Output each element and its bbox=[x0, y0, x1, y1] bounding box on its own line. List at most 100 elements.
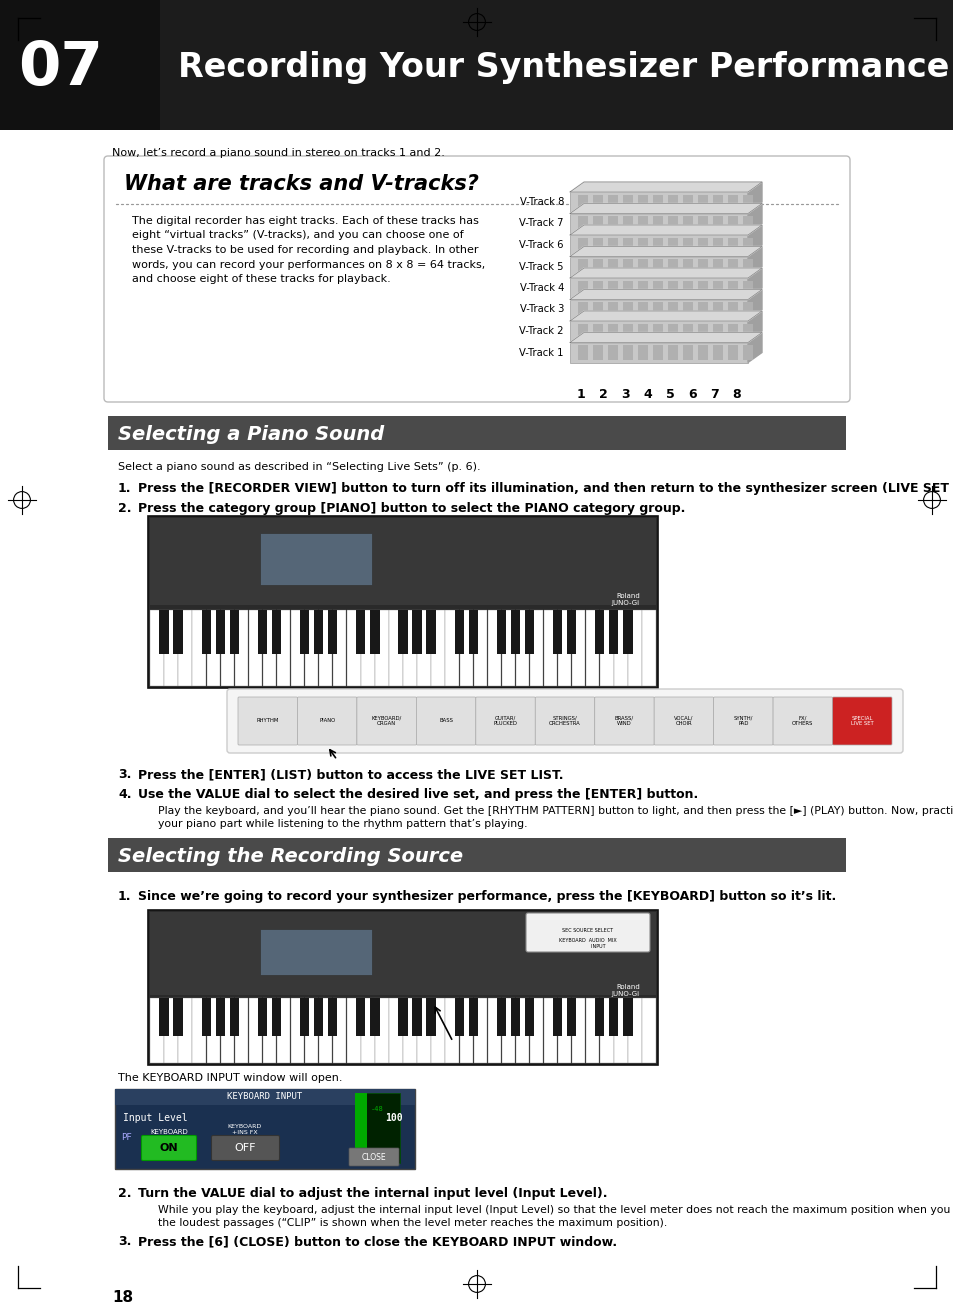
Bar bbox=[151, 998, 164, 1063]
Bar bbox=[426, 610, 436, 654]
Bar bbox=[516, 998, 529, 1063]
Bar bbox=[361, 998, 375, 1063]
Bar bbox=[599, 610, 613, 686]
Text: CLOSE: CLOSE bbox=[361, 1152, 386, 1161]
Bar bbox=[712, 238, 722, 252]
Bar bbox=[201, 998, 211, 1036]
Text: 1: 1 bbox=[577, 388, 585, 401]
Bar bbox=[553, 610, 561, 654]
Bar bbox=[0, 0, 953, 131]
Text: While you play the keyboard, adjust the internal input level (Input Level) so th: While you play the keyboard, adjust the … bbox=[158, 1205, 953, 1215]
Bar bbox=[638, 302, 647, 317]
Text: Play the keyboard, and you’ll hear the piano sound. Get the [RHYTHM PATTERN] but: Play the keyboard, and you’ll hear the p… bbox=[158, 806, 953, 816]
Bar bbox=[712, 345, 722, 360]
Bar bbox=[614, 610, 627, 686]
Bar bbox=[524, 610, 534, 654]
Bar bbox=[652, 215, 662, 231]
Bar bbox=[622, 195, 633, 209]
Bar bbox=[272, 998, 281, 1036]
Bar bbox=[375, 610, 388, 686]
Text: STRINGS/
ORCHESTRA: STRINGS/ ORCHESTRA bbox=[549, 716, 580, 726]
FancyBboxPatch shape bbox=[535, 697, 594, 744]
Bar bbox=[299, 998, 309, 1036]
Text: V-Track 1: V-Track 1 bbox=[519, 347, 563, 358]
Bar bbox=[652, 238, 662, 252]
Text: Turn the VALUE dial to adjust the internal input level (Input Level).: Turn the VALUE dial to adjust the intern… bbox=[138, 1187, 607, 1200]
Bar bbox=[262, 610, 276, 686]
FancyBboxPatch shape bbox=[297, 697, 356, 744]
Text: VOCAL/
CHOIR: VOCAL/ CHOIR bbox=[674, 716, 693, 726]
Bar bbox=[529, 610, 542, 686]
Bar bbox=[607, 345, 618, 360]
Bar bbox=[115, 1089, 415, 1169]
Text: and choose eight of these tracks for playback.: and choose eight of these tracks for pla… bbox=[132, 274, 391, 283]
Bar bbox=[347, 998, 360, 1063]
Text: 7: 7 bbox=[709, 388, 719, 401]
Text: SPECIAL
LIVE SET: SPECIAL LIVE SET bbox=[850, 716, 873, 726]
FancyBboxPatch shape bbox=[237, 697, 297, 744]
Bar bbox=[164, 610, 177, 686]
Bar bbox=[257, 610, 267, 654]
Text: FX/
OTHERS: FX/ OTHERS bbox=[791, 716, 813, 726]
Bar bbox=[607, 324, 618, 338]
FancyBboxPatch shape bbox=[416, 697, 476, 744]
Bar bbox=[641, 998, 655, 1063]
Text: your piano part while listening to the rhythm pattern that’s playing.: your piano part while listening to the r… bbox=[158, 819, 527, 829]
Bar bbox=[578, 345, 587, 360]
Bar bbox=[682, 345, 692, 360]
Bar bbox=[370, 998, 379, 1036]
Text: PIANO: PIANO bbox=[319, 718, 335, 724]
FancyBboxPatch shape bbox=[227, 690, 902, 754]
Bar bbox=[230, 998, 238, 1036]
Bar bbox=[220, 998, 233, 1063]
Bar bbox=[178, 610, 192, 686]
FancyBboxPatch shape bbox=[141, 1135, 196, 1161]
Bar bbox=[569, 235, 747, 255]
Bar bbox=[569, 256, 747, 277]
Bar bbox=[667, 238, 678, 252]
Bar bbox=[389, 998, 402, 1063]
Text: Select a piano sound as described in “Selecting Live Sets” (p. 6).: Select a piano sound as described in “Se… bbox=[118, 462, 480, 471]
Bar bbox=[622, 215, 633, 231]
Polygon shape bbox=[747, 311, 761, 341]
Bar bbox=[455, 998, 463, 1036]
Bar bbox=[667, 302, 678, 317]
Bar bbox=[578, 259, 587, 274]
Text: V-Track 7: V-Track 7 bbox=[519, 218, 563, 229]
Bar bbox=[585, 610, 598, 686]
Bar bbox=[164, 998, 177, 1063]
Bar bbox=[569, 278, 747, 298]
Bar bbox=[578, 215, 587, 231]
Bar bbox=[569, 213, 747, 234]
Polygon shape bbox=[747, 290, 761, 320]
Text: Roland
JUNO-Gi: Roland JUNO-Gi bbox=[611, 985, 639, 998]
Bar bbox=[593, 324, 602, 338]
Polygon shape bbox=[569, 247, 761, 256]
Bar bbox=[712, 281, 722, 295]
Bar bbox=[355, 998, 365, 1036]
Bar bbox=[742, 345, 752, 360]
Bar bbox=[622, 610, 632, 654]
Bar bbox=[459, 610, 473, 686]
Bar bbox=[249, 610, 262, 686]
Bar bbox=[215, 610, 225, 654]
FancyBboxPatch shape bbox=[772, 697, 832, 744]
Bar bbox=[318, 998, 332, 1063]
Bar bbox=[578, 281, 587, 295]
Text: 4: 4 bbox=[643, 388, 652, 401]
Bar bbox=[553, 998, 561, 1036]
Text: eight “virtual tracks” (V-tracks), and you can choose one of: eight “virtual tracks” (V-tracks), and y… bbox=[132, 230, 463, 240]
Bar bbox=[468, 610, 477, 654]
Bar bbox=[510, 610, 519, 654]
Bar bbox=[593, 345, 602, 360]
FancyBboxPatch shape bbox=[525, 913, 649, 952]
Bar bbox=[607, 195, 618, 209]
Text: What are tracks and V-tracks?: What are tracks and V-tracks? bbox=[124, 174, 478, 195]
Bar bbox=[652, 195, 662, 209]
Bar bbox=[148, 516, 658, 688]
Bar bbox=[403, 610, 416, 686]
Text: words, you can record your performances on 8 x 8 = 64 tracks,: words, you can record your performances … bbox=[132, 260, 485, 269]
Bar bbox=[712, 259, 722, 274]
Bar bbox=[742, 195, 752, 209]
Bar bbox=[652, 259, 662, 274]
